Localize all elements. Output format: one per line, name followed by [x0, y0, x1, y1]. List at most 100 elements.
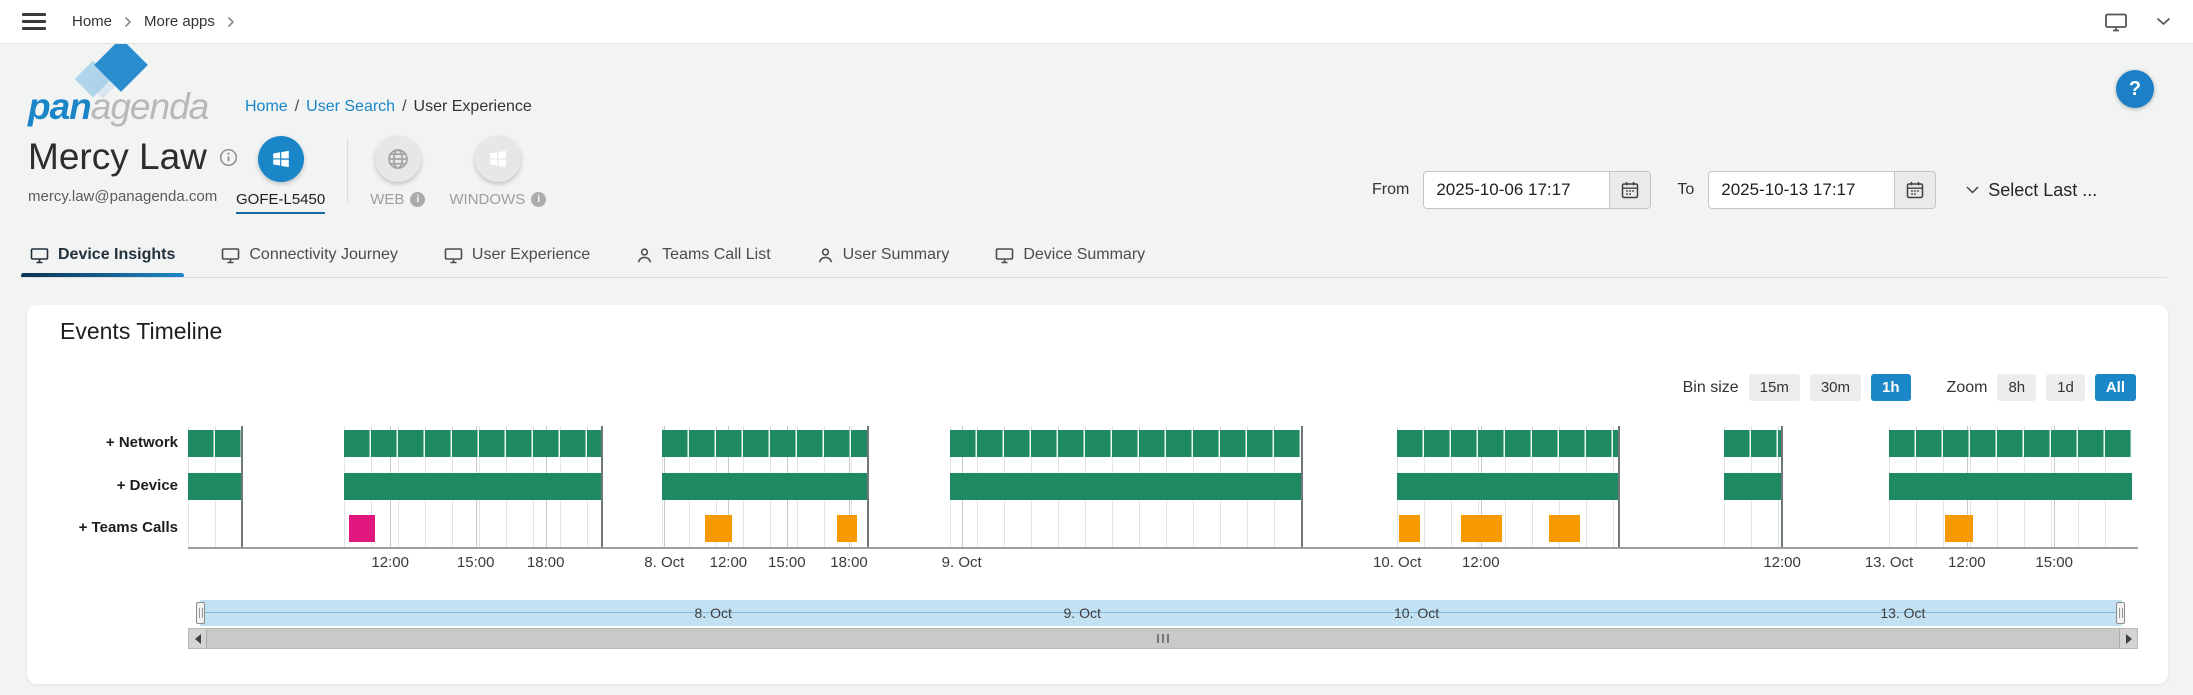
x-axis-label: 12:00	[709, 554, 748, 571]
select-last-dropdown[interactable]: Select Last ...	[1966, 180, 2097, 201]
x-axis-label: 12:00	[1763, 554, 1801, 571]
navigator-label: 10. Oct	[1394, 605, 1440, 621]
zoom-option-1d[interactable]: 1d	[2046, 374, 2085, 401]
device-button-gofe-l5450[interactable]: GOFE-L5450	[224, 136, 337, 214]
device-label-text: GOFE-L5450	[236, 191, 326, 208]
help-button[interactable]: ?	[2116, 70, 2154, 108]
day-boundary-line	[1781, 426, 1784, 548]
x-axis-label: 9. Oct	[941, 554, 982, 571]
tab-label: Teams Call List	[662, 246, 771, 263]
user-name-text: Mercy Law	[28, 136, 207, 177]
tab-label: User Experience	[471, 246, 591, 263]
bin-size-option-30m[interactable]: 30m	[1809, 374, 1862, 401]
scroll-left-arrow[interactable]	[189, 629, 206, 648]
display-icon[interactable]	[2104, 12, 2128, 32]
tab-device-insights[interactable]: Device Insights	[21, 232, 185, 278]
info-icon[interactable]: i	[410, 192, 426, 207]
x-axis-labels: 12:00 15:00 18:00 8. Oct 12:00 15:00 18:00 9. O…	[188, 554, 2132, 576]
chevron-down-icon[interactable]	[2156, 17, 2171, 26]
device-label: GOFE-L5450	[236, 191, 326, 214]
tab-bar: Device Insights Connectivity Journey User …	[21, 232, 1145, 278]
bin-size-option-15m[interactable]: 15m	[1748, 374, 1800, 401]
navigator-right-handle[interactable]	[2116, 602, 2125, 624]
calendar-icon[interactable]	[1894, 172, 1936, 208]
teams-call-bar-good[interactable]	[837, 515, 857, 542]
network-availability-bar	[950, 430, 1302, 457]
topbar-actions	[2104, 12, 2171, 32]
device-availability-bar	[188, 473, 243, 500]
row-label-device[interactable]: + Device	[116, 477, 178, 494]
scrollbar-thumb[interactable]	[206, 629, 2120, 648]
device-button-windows[interactable]: WINDOWS i	[437, 136, 558, 208]
teams-call-bar-good[interactable]	[1548, 515, 1580, 542]
teams-call-bar-good[interactable]	[1461, 515, 1503, 542]
page-breadcrumb: Home / User Search / User Experience	[245, 98, 532, 116]
x-axis-label: 15:00	[2035, 554, 2073, 571]
breadcrumb-home-link[interactable]: Home	[245, 98, 288, 115]
zoom-label: Zoom	[1946, 378, 1988, 396]
info-icon[interactable]: i	[531, 192, 547, 207]
user-email: mercy.law@panagenda.com	[28, 188, 218, 205]
breadcrumb-current: User Experience	[413, 98, 532, 115]
navigator-left-handle[interactable]	[196, 602, 205, 624]
breadcrumb-separator: /	[294, 98, 300, 115]
device-availability-bar	[343, 473, 603, 500]
network-availability-bar	[1397, 430, 1619, 457]
tab-connectivity-journey[interactable]: Connectivity Journey	[221, 232, 398, 278]
from-date-input[interactable]: 2025-10-06 17:17	[1423, 171, 1652, 209]
horizontal-scrollbar[interactable]	[188, 628, 2138, 649]
teams-call-bar-good[interactable]	[1399, 515, 1421, 542]
network-availability-bar	[1723, 430, 1783, 457]
breadcrumb-user-search-link[interactable]: User Search	[306, 98, 396, 115]
tab-user-summary[interactable]: User Summary	[817, 232, 949, 278]
teams-call-bar-good[interactable]	[1945, 515, 1973, 542]
from-date-value[interactable]: 2025-10-06 17:17	[1436, 180, 1571, 199]
tab-device-summary[interactable]: Device Summary	[995, 232, 1145, 278]
monitor-icon	[221, 247, 240, 264]
bin-size-option-1h[interactable]: 1h	[1871, 374, 1911, 401]
to-label: To	[1677, 181, 1695, 198]
x-axis-label: 18:00	[830, 554, 868, 571]
x-axis-label: 15:00	[768, 554, 806, 571]
info-icon[interactable]	[219, 148, 238, 167]
menu-icon[interactable]	[22, 13, 46, 30]
day-boundary-line	[1300, 426, 1303, 548]
calendar-icon[interactable]	[1609, 172, 1651, 208]
row-label-network[interactable]: + Network	[105, 434, 178, 451]
windows-icon	[474, 136, 521, 182]
user-name: Mercy Law	[28, 136, 238, 178]
tab-teams-call-list[interactable]: Teams Call List	[636, 232, 771, 278]
from-label: From	[1372, 181, 1410, 198]
to-date-value[interactable]: 2025-10-13 17:17	[1721, 180, 1856, 199]
x-axis-label: 12:00	[1462, 554, 1500, 571]
teams-call-bar-poor[interactable]	[349, 515, 375, 542]
active-tab-underline	[21, 273, 185, 278]
device-availability-bar	[1889, 473, 2132, 500]
row-label-teams-calls[interactable]: + Teams Calls	[78, 519, 178, 536]
chevron-right-icon	[227, 16, 235, 28]
timeline-navigator[interactable]: 8. Oct 9. Oct 10. Oct 13. Oct	[196, 600, 2125, 626]
zoom-option-all[interactable]: All	[2094, 374, 2136, 401]
network-availability-bar	[188, 430, 243, 457]
topbar: Home More apps	[0, 0, 2193, 44]
monitor-icon	[444, 247, 463, 264]
device-button-web[interactable]: WEB i	[358, 136, 437, 208]
breadcrumb-home-link[interactable]: Home	[72, 13, 113, 30]
device-availability-bar	[1723, 473, 1783, 500]
x-axis-line	[188, 547, 2138, 549]
panagenda-logo[interactable]: panagenda	[28, 38, 228, 127]
zoom-option-8h[interactable]: 8h	[1997, 374, 2037, 401]
zoom-group: Zoom 8h 1d All	[1947, 374, 2136, 401]
events-timeline-plot	[188, 426, 2132, 548]
navigator-label: 13. Oct	[1880, 605, 1926, 621]
breadcrumb-more-apps-link[interactable]: More apps	[144, 13, 215, 30]
teams-call-bar-good[interactable]	[705, 515, 733, 542]
x-axis-label: 18:00	[526, 554, 565, 571]
tab-user-experience[interactable]: User Experience	[444, 232, 590, 278]
scrollbar-grip	[1157, 634, 1169, 643]
scroll-right-arrow[interactable]	[2120, 629, 2137, 648]
device-label-text: WEB	[370, 191, 405, 208]
to-date-input[interactable]: 2025-10-13 17:17	[1708, 171, 1937, 209]
device-availability-bar	[1397, 473, 1619, 500]
